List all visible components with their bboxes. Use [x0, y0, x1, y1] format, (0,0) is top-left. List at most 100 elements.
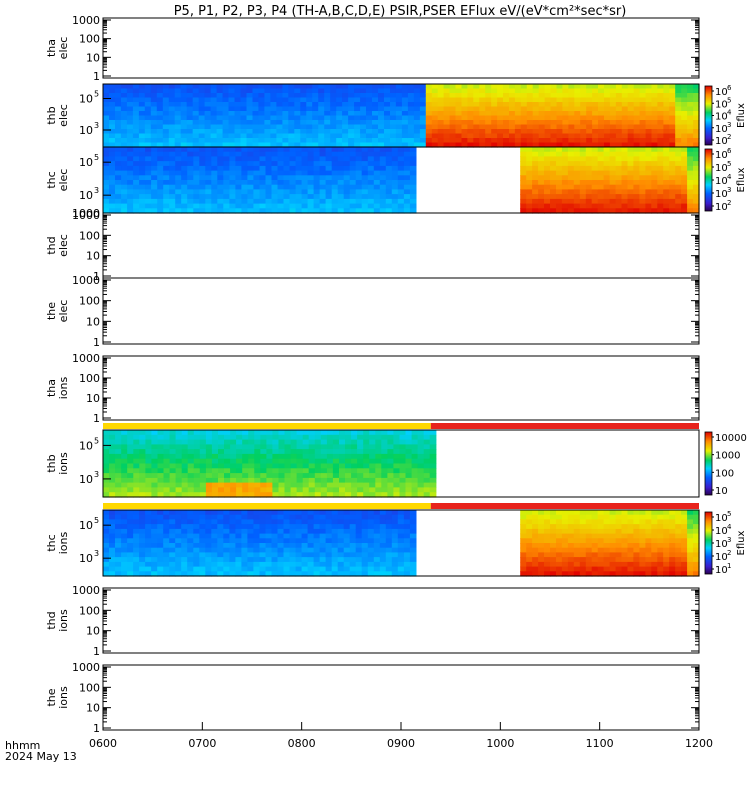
- heatmap-cell: [384, 111, 391, 117]
- heatmap-cell: [132, 106, 140, 112]
- heatmap-cell: [169, 453, 177, 460]
- heatmap-cell: [163, 528, 170, 535]
- heatmap-cell: [277, 547, 285, 553]
- heatmap-cell: [222, 88, 230, 94]
- heatmap-cell: [157, 524, 164, 530]
- heatmap-cell: [253, 552, 260, 558]
- heatmap-cell: [645, 138, 653, 144]
- heatmap-cell: [367, 566, 375, 572]
- heatmap-cell: [277, 198, 285, 205]
- heatmap-cell: [109, 557, 116, 563]
- heatmap-cell: [423, 487, 431, 493]
- heatmap-cell: [193, 189, 200, 195]
- heatmap-cell: [550, 165, 557, 172]
- heatmap-cell: [591, 161, 599, 167]
- heatmap-cell: [211, 561, 218, 568]
- heatmap-cell: [603, 524, 611, 530]
- heatmap-cell: [561, 519, 569, 525]
- heatmap-cell: [443, 84, 451, 90]
- heatmap-cell: [405, 468, 413, 474]
- heatmap-cell: [103, 138, 110, 144]
- heatmap-cell: [205, 184, 212, 190]
- heatmap-cell: [639, 120, 647, 126]
- heatmap-cell: [367, 194, 375, 200]
- heatmap-cell: [693, 571, 700, 577]
- heatmap-cell: [550, 561, 557, 568]
- heatmap-cell: [127, 180, 134, 186]
- heatmap-cell: [265, 161, 273, 167]
- y-tick-label: 1000: [72, 584, 100, 597]
- heatmap-cell: [550, 519, 557, 525]
- heatmap-cell: [181, 434, 189, 441]
- heatmap-cell: [306, 111, 313, 117]
- y-tick-label: 10: [79, 519, 93, 532]
- heatmap-cell: [307, 156, 315, 162]
- heatmap-cell: [211, 430, 219, 436]
- heatmap-cell: [687, 203, 694, 209]
- heatmap-cell: [289, 510, 297, 516]
- colorbar-label: 10: [715, 539, 728, 550]
- heatmap-cell: [437, 111, 445, 117]
- heatmap-cell: [302, 439, 310, 445]
- heatmap-cell: [205, 524, 212, 530]
- heatmap-cell: [609, 93, 617, 99]
- heatmap-cell: [319, 203, 327, 209]
- heatmap-cell: [397, 547, 405, 553]
- heatmap-cell: [139, 156, 146, 162]
- heatmap-cell: [236, 463, 243, 469]
- heatmap-cell: [345, 449, 352, 455]
- heatmap-cell: [210, 106, 218, 112]
- heatmap-cell: [351, 482, 358, 488]
- heatmap-cell: [669, 156, 676, 162]
- heatmap-cell: [290, 449, 298, 455]
- heatmap-cell: [544, 151, 551, 157]
- heatmap-cell: [378, 129, 385, 135]
- heatmap-cell: [423, 492, 431, 498]
- heatmap-cell: [193, 468, 201, 474]
- heatmap-cell: [651, 165, 658, 172]
- heatmap-cell: [538, 102, 546, 108]
- heatmap-cell: [354, 102, 361, 108]
- heatmap-cell: [162, 129, 170, 135]
- heatmap-cell: [217, 184, 224, 190]
- heatmap-cell: [385, 156, 393, 162]
- heatmap-cell: [151, 161, 158, 167]
- heatmap-cell: [405, 477, 413, 484]
- colorbar-exponent: 2: [727, 199, 731, 207]
- panel-label-probe: thd: [45, 611, 58, 629]
- heatmap-cell: [349, 510, 357, 516]
- heatmap-cell: [384, 97, 391, 103]
- heatmap-cell: [423, 468, 431, 474]
- panel-label-probe: thb: [45, 454, 58, 472]
- heatmap-cell: [379, 528, 387, 535]
- heatmap-cell: [378, 124, 385, 130]
- heatmap-cell: [156, 97, 164, 103]
- heatmap-cell: [687, 156, 694, 162]
- heatmap-cell: [687, 161, 694, 167]
- heatmap-cell: [675, 133, 682, 139]
- heatmap-cell: [449, 138, 457, 144]
- heatmap-cell: [121, 444, 128, 450]
- heatmap-cell: [367, 165, 375, 172]
- heatmap-cell: [265, 510, 273, 516]
- heatmap-cell: [228, 133, 236, 139]
- heatmap-cell: [657, 203, 664, 209]
- heatmap-cell: [550, 120, 557, 126]
- heatmap-cell: [369, 449, 376, 455]
- heatmap-cell: [230, 439, 237, 445]
- heatmap-cell: [169, 203, 176, 209]
- heatmap-cell: [168, 124, 176, 130]
- heatmap-cell: [550, 142, 557, 148]
- heatmap-cell: [592, 142, 599, 148]
- heatmap-cell: [431, 97, 439, 103]
- heatmap-cell: [372, 106, 379, 112]
- heatmap-cell: [561, 156, 569, 162]
- heatmap-cell: [216, 111, 224, 117]
- heatmap-cell: [645, 566, 652, 572]
- heatmap-cell: [580, 129, 587, 135]
- heatmap-cell: [282, 84, 289, 90]
- heatmap-cell: [675, 547, 682, 553]
- heatmap-cell: [603, 189, 611, 195]
- heatmap-cell: [289, 184, 297, 190]
- heatmap-cell: [301, 165, 309, 172]
